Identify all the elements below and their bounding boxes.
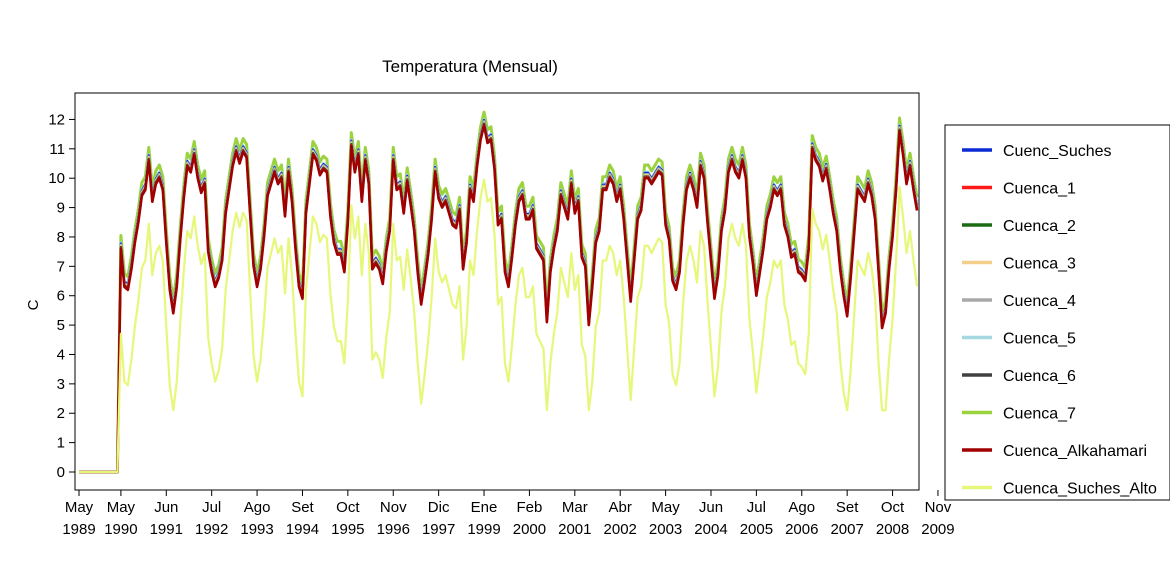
x-tick-label-year: 1994 (286, 521, 319, 538)
y-tick-label: 10 (48, 170, 65, 187)
x-tick-label-year: 2003 (649, 521, 682, 538)
legend-label: Cuenca_6 (1003, 368, 1076, 385)
x-tick-label-year: 1993 (240, 521, 273, 538)
x-tick-label-month: May (651, 499, 680, 516)
x-tick-label-month: Nov (380, 499, 407, 516)
y-tick-label: 0 (57, 464, 65, 481)
x-tick-label-year: 2008 (876, 521, 909, 538)
series-lines (79, 110, 919, 474)
x-tick-label-month: Ago (788, 499, 815, 516)
x-tick-label-year: 1996 (377, 521, 410, 538)
x-tick-label-month: Set (291, 499, 314, 516)
x-tick-label-month: Oct (336, 499, 360, 516)
x-tick-label-year: 1999 (467, 521, 500, 538)
y-tick-label: 1 (57, 435, 65, 452)
x-tick-label-month: May (107, 499, 136, 516)
legend-label: Cuenca_3 (1003, 256, 1076, 273)
x-tick-label-year: 1990 (104, 521, 137, 538)
x-tick-label-month: Mar (562, 499, 588, 516)
legend-label: Cuenca_Suches_Alto (1003, 481, 1157, 498)
x-tick-label-year: 2004 (694, 521, 727, 538)
y-tick-label: 3 (57, 376, 65, 393)
x-tick-label-year: 2001 (558, 521, 591, 538)
x-tick-label-year: 2005 (740, 521, 773, 538)
x-tick-label-month: Jul (202, 499, 221, 516)
x-tick-label-year: 1995 (331, 521, 364, 538)
y-tick-label: 6 (57, 288, 65, 305)
x-tick-label-month: Oct (881, 499, 905, 516)
x-tick-label-month: Jun (699, 499, 723, 516)
y-tick-label: 4 (57, 346, 65, 363)
x-tick-label-month: May (65, 499, 94, 516)
series-line-cuenca_alkahamari (79, 124, 919, 474)
legend: Cuenc_Suches Cuenca_1 Cuenca_2 Cuenca_3 Cuen… (962, 143, 1157, 498)
y-tick-label: 9 (57, 200, 65, 217)
y-tick-label: 7 (57, 258, 65, 275)
x-tick-label-month: Jun (154, 499, 178, 516)
x-tick-label-year: 2002 (604, 521, 637, 538)
legend-label: Cuenca_Alkahamari (1003, 443, 1147, 460)
x-axis: May 1989 May 1990 Jun 1991 Jul 1992 Ago 1993 Set 19… (62, 490, 955, 538)
y-tick-label: 12 (48, 111, 65, 128)
x-tick-label-month: Ene (471, 499, 498, 516)
x-tick-label-year: 1997 (422, 521, 455, 538)
chart-title: Temperatura (Mensual) (382, 57, 558, 76)
y-tick-label: 2 (57, 405, 65, 422)
y-tick-label: 5 (57, 317, 65, 334)
x-tick-label-year: 1989 (62, 521, 95, 538)
x-tick-label-year: 2006 (785, 521, 818, 538)
y-tick-label: 11 (49, 141, 65, 158)
x-tick-label-year: 2009 (921, 521, 954, 538)
legend-label: Cuenca_4 (1003, 293, 1076, 310)
y-tick-label: 8 (57, 229, 65, 246)
x-tick-label-month: Feb (516, 499, 542, 516)
x-tick-label-month: Abr (609, 499, 632, 516)
series-line-cuenca_suches_alto (79, 178, 919, 474)
x-tick-label-year: 2000 (513, 521, 546, 538)
y-axis-label: C (25, 299, 42, 310)
legend-label: Cuenca_2 (1003, 218, 1076, 235)
x-tick-label-month: Ago (244, 499, 271, 516)
legend-label: Cuenca_7 (1003, 406, 1076, 423)
legend-label: Cuenc_Suches (1003, 143, 1112, 160)
x-tick-label-month: Nov (925, 499, 952, 516)
x-tick-label-year: 1991 (150, 521, 183, 538)
legend-label: Cuenca_5 (1003, 331, 1076, 348)
x-tick-label-year: 2007 (830, 521, 863, 538)
x-tick-label-month: Jul (747, 499, 766, 516)
legend-label: Cuenca_1 (1003, 181, 1076, 198)
x-tick-label-month: Set (836, 499, 859, 516)
x-tick-label-year: 1992 (195, 521, 228, 538)
x-tick-label-month: Dic (428, 499, 450, 516)
